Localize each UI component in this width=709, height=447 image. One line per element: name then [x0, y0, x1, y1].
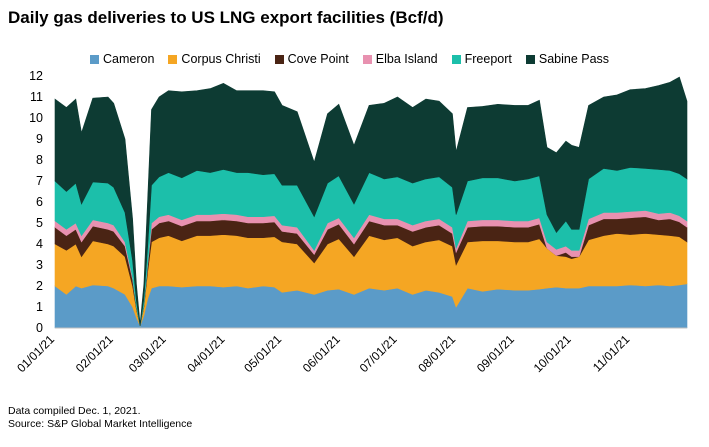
y-tick-label: 1 [36, 300, 43, 314]
x-tick-label: 05/01/21 [241, 332, 284, 375]
legend-swatch-elba-island [362, 54, 372, 64]
legend-label-cove-point: Cove Point [287, 52, 349, 66]
y-tick-label: 2 [36, 279, 43, 293]
legend: Cameron Corpus Christi Cove Point Elba I… [90, 52, 609, 66]
y-tick-label: 12 [29, 69, 43, 83]
legend-label-corpus-christi: Corpus Christi [181, 52, 261, 66]
legend-item-cove-point: Cove Point [274, 52, 349, 66]
legend-swatch-sabine-pass [525, 54, 535, 64]
y-tick-label: 5 [36, 216, 43, 230]
legend-swatch-freeport [451, 54, 461, 64]
x-tick-label: 01/01/21 [14, 332, 57, 375]
chart-title: Daily gas deliveries to US LNG export fa… [8, 8, 444, 27]
y-tick-label: 10 [29, 111, 43, 125]
y-tick-label: 8 [36, 153, 43, 167]
footer-source: Source: S&P Global Market Intelligence [8, 418, 193, 430]
footer-data-compiled: Data compiled Dec. 1, 2021. [8, 405, 141, 417]
x-tick-label: 08/01/21 [415, 332, 458, 375]
x-tick-label: 10/01/21 [531, 332, 574, 375]
legend-item-corpus-christi: Corpus Christi [168, 52, 261, 66]
legend-item-sabine-pass: Sabine Pass [525, 52, 610, 66]
y-tick-label: 3 [36, 258, 43, 272]
legend-item-freeport: Freeport [451, 52, 512, 66]
x-tick-label: 06/01/21 [300, 332, 343, 375]
x-tick-label: 11/01/21 [590, 332, 633, 375]
y-tick-label: 6 [36, 195, 43, 209]
y-tick-label: 11 [30, 90, 43, 104]
x-tick-label: 03/01/21 [126, 332, 169, 375]
y-tick-label: 7 [36, 174, 43, 188]
legend-label-freeport: Freeport [464, 52, 512, 66]
legend-label-cameron: Cameron [103, 52, 155, 66]
legend-label-elba-island: Elba Island [375, 52, 438, 66]
legend-swatch-cameron [90, 54, 99, 64]
y-tick-label: 4 [36, 237, 43, 251]
legend-swatch-corpus-christi [168, 54, 178, 64]
y-tick-label: 0 [36, 321, 43, 335]
legend-item-cameron: Cameron [90, 52, 154, 66]
legend-swatch-cove-point [274, 54, 284, 64]
x-axis: 01/01/21 02/01/21 03/01/21 04/01/21 05/01/21… [14, 332, 632, 375]
y-tick-label: 9 [36, 132, 43, 146]
legend-label-sabine-pass: Sabine Pass [538, 52, 610, 66]
x-tick-label: 02/01/21 [73, 332, 116, 375]
x-tick-label: 04/01/21 [184, 332, 227, 375]
area-sabine-pass [54, 76, 688, 326]
x-tick-label: 09/01/21 [474, 332, 517, 375]
x-tick-label: 07/01/21 [357, 332, 400, 375]
legend-item-elba-island: Elba Island [362, 52, 438, 66]
footer: Data compiled Dec. 1, 2021. Source: S&P … [8, 405, 192, 431]
stacked-areas [54, 76, 688, 329]
